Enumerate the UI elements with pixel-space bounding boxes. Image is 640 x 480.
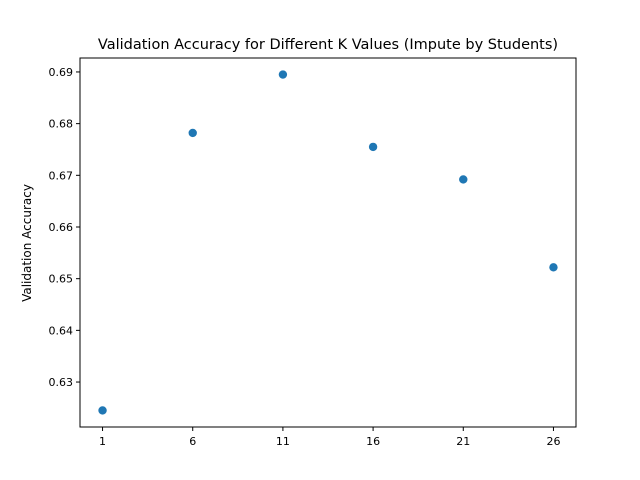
x-tick-label: 26 xyxy=(546,435,560,448)
x-tick-label: 16 xyxy=(366,435,380,448)
y-tick-label: 0.69 xyxy=(49,66,74,79)
y-tick-label: 0.68 xyxy=(49,118,74,131)
chart-title: Validation Accuracy for Different K Valu… xyxy=(98,37,558,53)
y-axis-label: Validation Accuracy xyxy=(20,184,34,302)
data-point xyxy=(98,406,107,415)
y-tick-label: 0.64 xyxy=(49,324,74,337)
plot-area-frame xyxy=(79,57,577,428)
data-point xyxy=(549,263,558,272)
axis-ticks: 1 6 11 16 21 260.630.640.650.660.670.680.69 xyxy=(49,66,561,448)
y-tick-label: 0.65 xyxy=(49,273,74,286)
x-tick-label: 1 xyxy=(99,435,106,448)
y-tick-label: 0.66 xyxy=(49,221,74,234)
data-point xyxy=(459,175,468,184)
y-tick-label: 0.67 xyxy=(49,169,74,182)
data-point xyxy=(278,70,288,79)
data-point xyxy=(188,128,197,138)
x-tick-label: 6 xyxy=(189,435,196,448)
x-tick-label: 21 xyxy=(456,435,470,448)
data-point xyxy=(368,142,378,152)
x-tick-label: 11 xyxy=(276,435,290,448)
y-tick-label: 0.63 xyxy=(49,376,74,389)
data-points xyxy=(98,70,558,415)
